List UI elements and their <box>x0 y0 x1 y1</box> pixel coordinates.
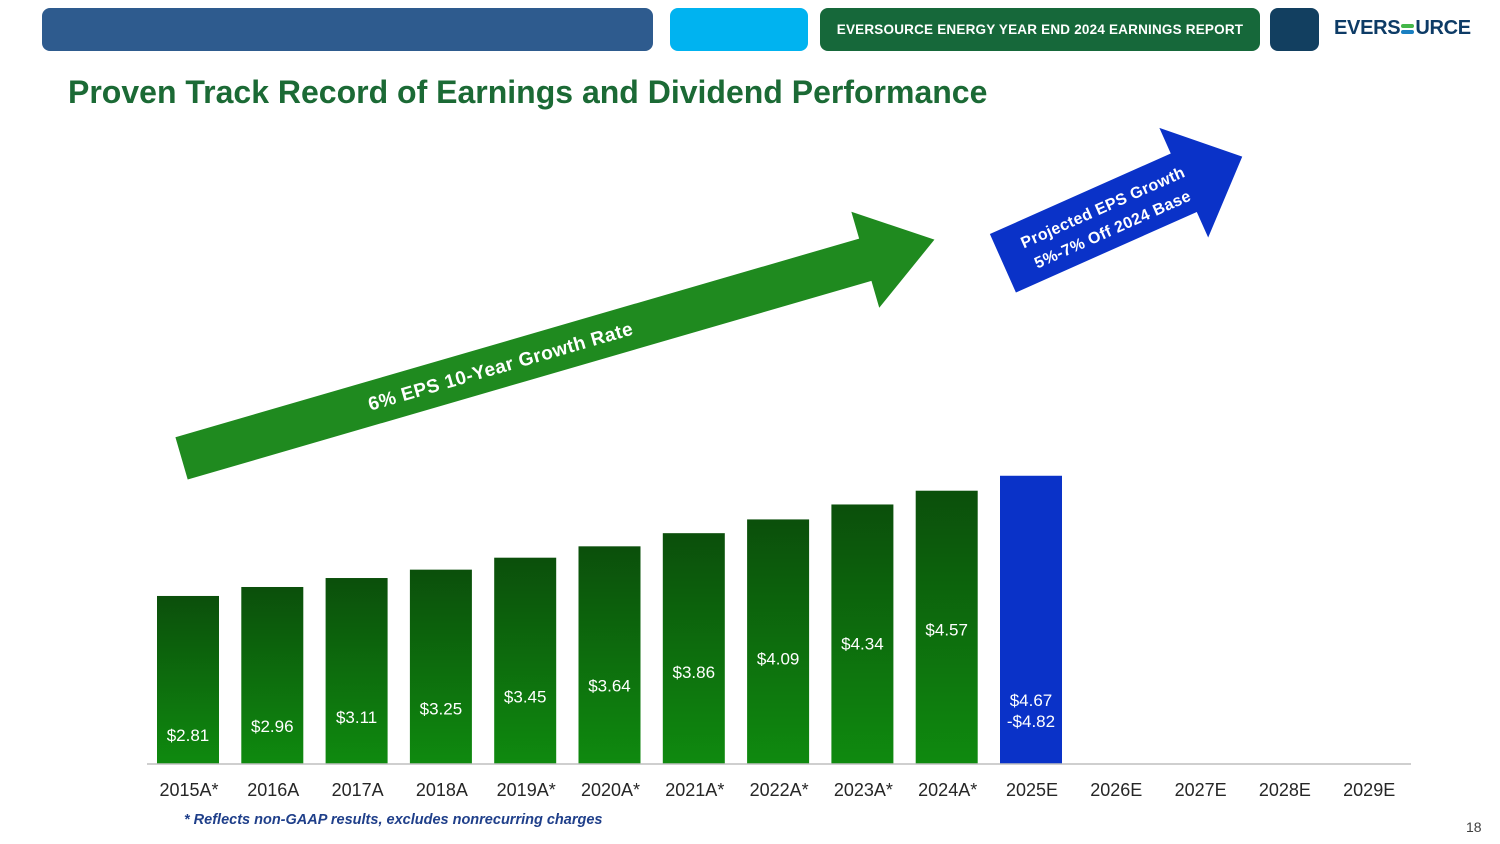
bar-value-label: $3.64 <box>588 676 631 695</box>
page-title: Proven Track Record of Earnings and Divi… <box>68 74 988 110</box>
bar-value-label: -$4.82 <box>1007 712 1055 731</box>
page-number: 18 <box>1466 819 1482 835</box>
bar-2025e <box>1000 475 1062 764</box>
bar-value-label: $4.57 <box>925 621 968 640</box>
x-tick-label: 2020A* <box>581 780 640 800</box>
x-tick-label: 2026E <box>1090 780 1142 800</box>
projected-growth-arrow: Projected EPS Growth 5%-7% Off 2024 Base <box>989 127 1243 293</box>
bar-labels-layer: $2.81 $2.96 $3.11 $3.25 $3.45 $3.64 $3.86 $4.09… <box>167 621 1055 745</box>
bar-2020a <box>578 546 641 764</box>
report-title-banner: EVERSOURCE ENERGY YEAR END 2024 EARNINGS… <box>820 8 1260 51</box>
growth-arrow-shape <box>175 211 935 480</box>
bar-2018a <box>409 569 472 764</box>
bar-value-label: $3.11 <box>336 708 377 727</box>
bar-2024a <box>915 490 978 764</box>
bar-value-label: $2.96 <box>251 717 294 736</box>
growth-arrow: 6% EPS 10-Year Growth Rate <box>175 211 935 480</box>
bar-value-label: $4.67 <box>1010 691 1053 710</box>
projected-arrow-shape <box>989 127 1243 293</box>
x-tick-label: 2018A <box>416 780 468 800</box>
logo-text-right: URCE <box>1415 17 1471 39</box>
x-tick-label: 2024A* <box>918 780 977 800</box>
bar-2015a <box>157 595 219 764</box>
eversource-logo: EVERS URCE <box>1334 17 1471 40</box>
x-tick-labels-layer: 2015A* 2016A 2017A 2018A 2019A* 2020A* 2021A* 2… <box>159 780 1395 800</box>
bar-value-label: $3.25 <box>420 700 463 719</box>
logo-text-left: EVERS <box>1334 17 1401 39</box>
header-band-navy <box>1270 8 1319 51</box>
report-title: EVERSOURCE ENERGY YEAR END 2024 EARNINGS… <box>836 22 1244 37</box>
bar-value-label: $4.34 <box>841 634 884 653</box>
bar-2017a <box>325 578 388 764</box>
bar-2022a <box>747 519 810 764</box>
x-tick-label: 2023A* <box>834 780 893 800</box>
x-tick-label: 2017A <box>332 780 384 800</box>
bar-value-label: $3.45 <box>504 688 547 707</box>
bar-2023a <box>831 504 894 764</box>
bar-value-label: $4.09 <box>757 649 800 668</box>
x-tick-label: 2027E <box>1175 780 1227 800</box>
x-tick-label: 2029E <box>1343 780 1395 800</box>
x-tick-label: 2025E <box>1006 780 1058 800</box>
x-tick-label: 2021A* <box>665 780 724 800</box>
logo-o-icon <box>1401 21 1415 37</box>
x-tick-label: 2028E <box>1259 780 1311 800</box>
bar-value-label: $2.81 <box>167 726 210 745</box>
growth-arrow-label: 6% EPS 10-Year Growth Rate <box>366 319 636 416</box>
x-tick-label: 2019A* <box>497 780 556 800</box>
bar-2019a <box>494 557 557 764</box>
x-tick-label: 2016A <box>247 780 299 800</box>
bar-value-label: $3.86 <box>673 663 716 682</box>
bar-2021a <box>662 533 725 764</box>
footnote: * Reflects non-GAAP results, excludes no… <box>184 812 603 828</box>
x-tick-label: 2015A* <box>159 780 218 800</box>
header-band-light-blue <box>670 8 808 51</box>
bar-2016a <box>241 586 304 764</box>
bars-layer <box>157 475 1062 764</box>
x-tick-label: 2022A* <box>750 780 809 800</box>
header-band-dark-blue <box>42 8 653 51</box>
